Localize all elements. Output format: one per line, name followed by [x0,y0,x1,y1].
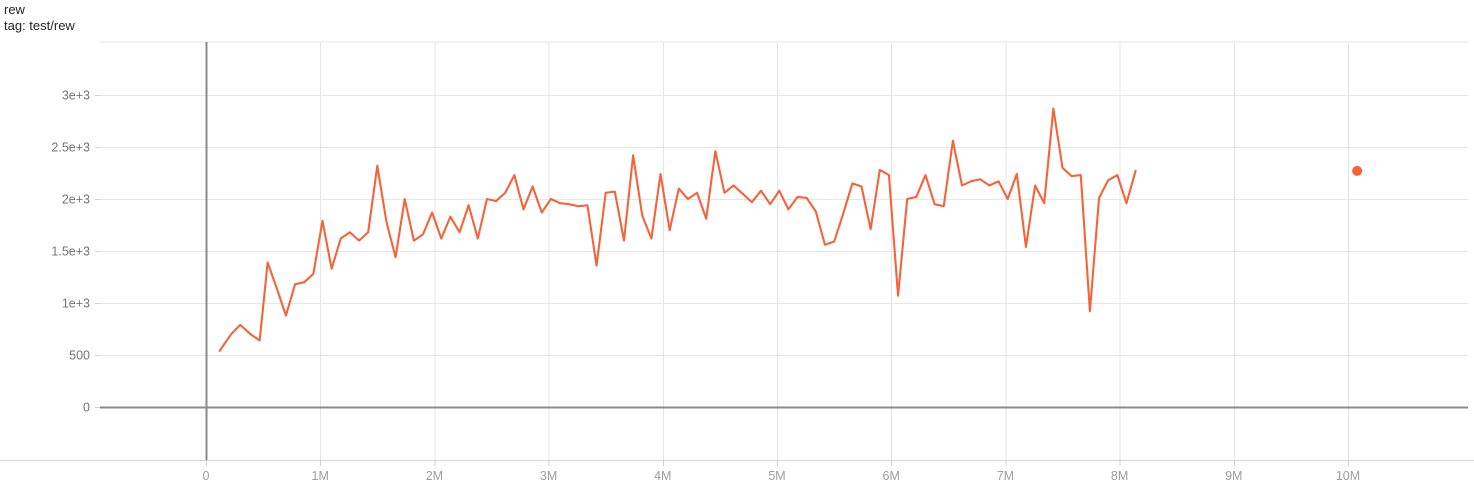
x-tick-label: 10M [1336,469,1360,483]
y-tick-label: 1.5e+3 [51,245,90,259]
x-tick-label: 5M [768,469,785,483]
x-tick-label: 8M [1111,469,1128,483]
y-tick-label: 2.5e+3 [51,141,90,155]
series-endpoint-marker[interactable] [1352,165,1363,176]
y-tick-label: 3e+3 [62,89,90,103]
y-tick-marks [95,95,100,408]
chart-header: rew tag: test/rew [4,2,75,34]
axis-lines [0,41,1474,461]
horizontal-gridlines [100,95,1468,356]
x-axis-labels: 0 1M 2M 3M 4M 5M 6M 7M 8M 9M 10M [203,469,1361,483]
x-tick-label: 1M [312,469,329,483]
vertical-gridlines [320,42,1349,460]
y-tick-label: 500 [69,349,90,363]
x-tick-label: 7M [997,469,1014,483]
y-axis-labels: 0 500 1e+3 1.5e+3 2e+3 2.5e+3 3e+3 [51,89,90,415]
y-tick-label: 2e+3 [62,193,90,207]
x-tick-label: 9M [1225,469,1242,483]
x-tick-label: 2M [426,469,443,483]
y-tick-label: 1e+3 [62,297,90,311]
x-tick-label: 0 [203,469,210,483]
x-tick-label: 4M [654,469,671,483]
chart-tag-label: tag: test/rew [4,17,75,33]
y-tick-label: 0 [83,401,90,415]
x-tick-label: 3M [540,469,557,483]
page-title: rew [4,2,25,17]
x-tick-marks [206,460,1349,466]
series-line-test-rew[interactable] [218,107,1137,352]
x-tick-label: 6M [883,469,900,483]
